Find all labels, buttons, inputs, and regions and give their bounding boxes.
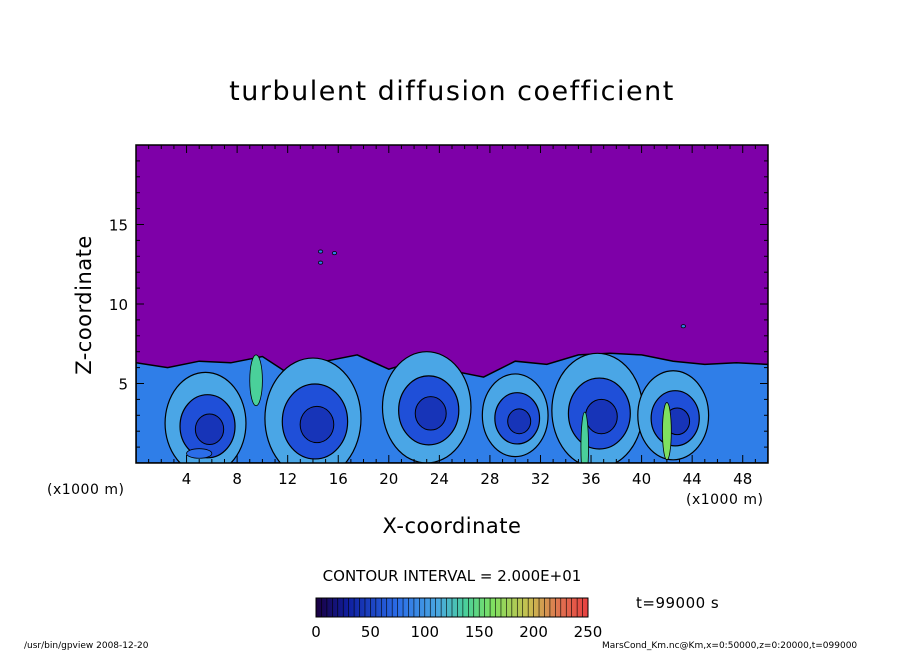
streak-3 [186, 448, 213, 459]
x-tick-label: 8 [232, 470, 242, 488]
streak-2 [662, 402, 672, 461]
x-unit-label-left: (x1000 m) [47, 482, 125, 498]
eddy-core-2 [414, 396, 447, 431]
eddy-core-4 [584, 398, 618, 435]
y-axis-label: Z-coordinate [72, 235, 96, 375]
y-tick-label: 15 [109, 217, 128, 235]
x-unit-label-right: (x1000 m) [686, 492, 764, 508]
y-tick-label: 5 [118, 376, 128, 394]
chart-title: turbulent diffusion coefficient [229, 76, 675, 107]
eddy-core-3 [507, 408, 532, 435]
x-tick-label: 24 [430, 470, 449, 488]
colorbar-tick-label: 250 [574, 623, 603, 641]
colorbar-tick-label: 0 [311, 623, 321, 641]
colorbar-tick-label: 100 [410, 623, 439, 641]
colorbar-tick-label: 150 [465, 623, 494, 641]
x-tick-label: 44 [683, 470, 702, 488]
x-tick-label: 48 [733, 470, 752, 488]
small-contour-3 [680, 324, 686, 329]
x-axis-label: X-coordinate [382, 514, 522, 538]
x-tick-label: 4 [182, 470, 192, 488]
small-contour-1 [317, 260, 324, 265]
small-contour-2 [331, 251, 338, 256]
colorbar-tick-label: 200 [519, 623, 548, 641]
turbulent-layer [136, 351, 768, 463]
x-tick-label: 32 [531, 470, 550, 488]
eddy-core-0 [194, 413, 225, 446]
x-tick-label: 28 [480, 470, 499, 488]
time-label: t=99000 s [636, 594, 720, 612]
x-tick-label: 16 [329, 470, 348, 488]
streak-1 [580, 411, 589, 463]
eddy-core-1 [299, 405, 335, 444]
y-tick-label: 10 [109, 296, 128, 314]
x-tick-label: 12 [278, 470, 297, 488]
footer-program-date: /usr/bin/gpview 2008-12-20 [24, 641, 149, 651]
streak-0 [249, 354, 263, 407]
x-tick-label: 20 [379, 470, 398, 488]
small-contour-0 [317, 249, 324, 254]
contour-interval-label: CONTOUR INTERVAL = 2.000E+01 [322, 567, 582, 585]
footer-data-source: MarsCond_Km.nc@Km,x=0:50000,z=0:20000,t=… [602, 641, 858, 651]
colorbar-tick-label: 50 [361, 623, 380, 641]
x-tick-label: 40 [632, 470, 651, 488]
x-tick-label: 36 [581, 470, 600, 488]
